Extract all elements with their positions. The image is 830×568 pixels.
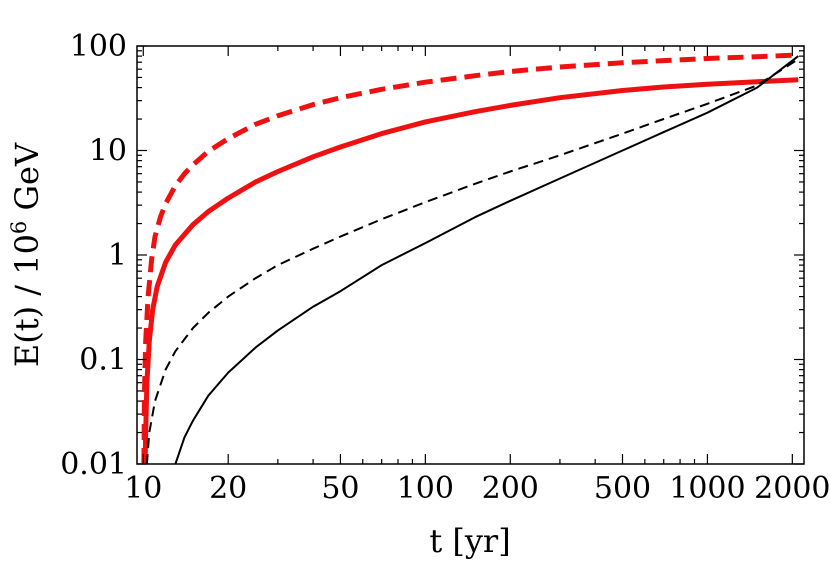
x-tick-label: 2000 (754, 471, 830, 506)
x-axis-title: t [yr] (429, 522, 510, 560)
y-axis-title-base: E(t) / 10 (8, 234, 46, 367)
series-layer (141, 52, 799, 464)
ticks-layer: 10 20 50 100 200 500 1000 2000 0.01 0.1 1 10 100 (60, 29, 830, 506)
plot-frame (136, 45, 805, 465)
series-line-2 (142, 77, 799, 464)
y-tick-label: 0.01 (60, 447, 127, 482)
series-line-3 (145, 58, 799, 464)
x-tick-label: 50 (321, 471, 359, 506)
x-tick-label: 20 (209, 471, 247, 506)
y-tick-label: 1 (108, 238, 127, 273)
x-tick-label: 1000 (669, 471, 745, 506)
series-line-1 (141, 52, 799, 464)
y-axis-title: E(t) / 106 GeV (7, 142, 46, 367)
x-tick-label: 500 (594, 471, 651, 506)
x-tick-label: 10 (124, 471, 162, 506)
y-tick-label: 100 (70, 29, 127, 64)
y-tick-label: 10 (89, 134, 127, 169)
y-axis-title-unit: GeV (8, 142, 46, 221)
y-axis-title-exponent: 6 (7, 221, 31, 234)
x-tick-label: 200 (482, 471, 539, 506)
y-tick-label: 0.1 (79, 343, 127, 378)
x-tick-label: 100 (397, 471, 454, 506)
series-line-4 (174, 55, 799, 464)
